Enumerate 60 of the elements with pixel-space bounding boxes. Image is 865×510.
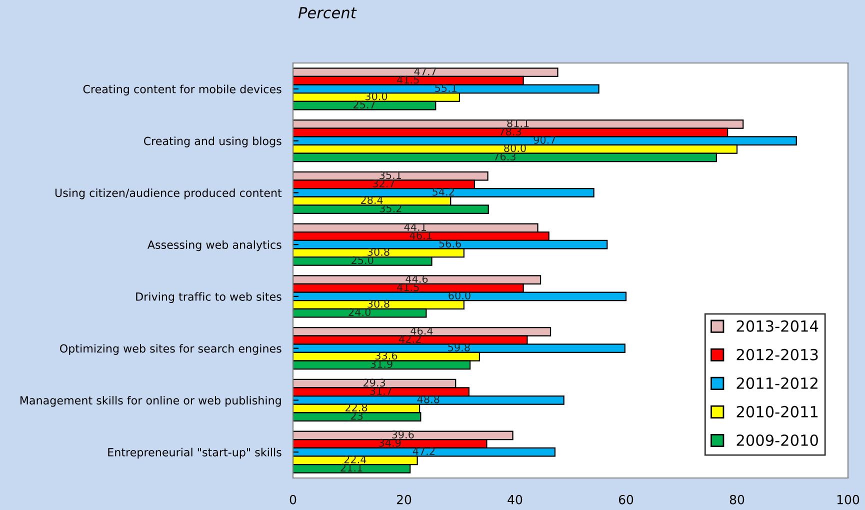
y-tick-label: Management skills for online or web publishing bbox=[20, 396, 281, 407]
data-label: 31.7 bbox=[370, 387, 392, 395]
data-label: 34.9 bbox=[379, 438, 401, 447]
data-label: 60.0 bbox=[448, 292, 470, 300]
data-label: 47.2 bbox=[412, 447, 435, 455]
data-label: 81.1 bbox=[507, 119, 529, 128]
data-label: 35.1 bbox=[380, 171, 402, 180]
y-tick-label: Creating content for mobile devices bbox=[83, 84, 282, 96]
data-label: 54.2 bbox=[432, 188, 454, 196]
data-label: 44.6 bbox=[406, 274, 428, 283]
data-label: 48.8 bbox=[417, 395, 440, 404]
data-label: 32.7 bbox=[372, 180, 394, 188]
data-label: 30.0 bbox=[365, 92, 388, 100]
data-label: 25.7 bbox=[353, 100, 376, 109]
data-label: 39.6 bbox=[392, 430, 414, 438]
data-label: 22.4 bbox=[344, 456, 366, 464]
data-label: 22.8 bbox=[345, 404, 368, 412]
data-label: 46.4 bbox=[410, 326, 433, 335]
x-tick-label: 80 bbox=[730, 494, 744, 504]
data-label: 23 bbox=[350, 412, 363, 420]
data-label: 25.0 bbox=[352, 256, 374, 264]
data-label: 76.3 bbox=[494, 152, 516, 160]
y-tick-label: Assessing web analytics bbox=[148, 240, 282, 252]
data-label: 35.2 bbox=[380, 204, 402, 212]
y-tick-label: Using citizen/audience produced content bbox=[55, 188, 282, 200]
data-label: 56.6 bbox=[439, 240, 462, 248]
data-label: 55.1 bbox=[435, 84, 457, 92]
legend-label: 2009-2010 bbox=[736, 434, 818, 446]
x-tick-label: 60 bbox=[618, 494, 634, 504]
data-label: 44.1 bbox=[404, 223, 426, 231]
legend-label: 2013-2014 bbox=[736, 320, 818, 332]
x-tick-label: 100 bbox=[837, 494, 860, 504]
data-label: 24.0 bbox=[348, 308, 371, 316]
x-axis-title: Percent bbox=[298, 7, 357, 18]
data-label: 90.7 bbox=[534, 136, 556, 144]
y-tick-label: Entrepreneurial "start-up" skills bbox=[108, 448, 282, 459]
y-tick-label: Driving traffic to web sites bbox=[136, 292, 282, 303]
y-tick-label: Creating and using blogs bbox=[144, 136, 282, 148]
data-label: 41.5 bbox=[397, 76, 419, 84]
legend-label: 2011-2012 bbox=[736, 377, 818, 389]
x-tick-label: 40 bbox=[508, 494, 522, 504]
y-tick-label: Optimizing web sites for search engines bbox=[60, 344, 282, 355]
x-tick-label: 0 bbox=[290, 494, 296, 504]
data-label: 31.9 bbox=[370, 360, 392, 368]
data-label: 21.1 bbox=[340, 464, 362, 472]
legend-label: 2010-2011 bbox=[736, 406, 818, 418]
data-label: 80.0 bbox=[504, 144, 526, 152]
data-label: 33.6 bbox=[375, 352, 398, 360]
data-label: 47.7 bbox=[414, 68, 436, 76]
legend-label: 2012-2013 bbox=[736, 348, 818, 360]
data-label: 41.5 bbox=[397, 283, 419, 292]
data-label: 78.3 bbox=[500, 128, 522, 136]
data-label: 28.4 bbox=[360, 196, 383, 204]
data-label: 30.8 bbox=[368, 300, 390, 308]
data-label: 59.8 bbox=[448, 343, 470, 352]
data-label: 30.8 bbox=[368, 248, 390, 256]
data-label: 29.3 bbox=[363, 378, 386, 387]
data-label: 46.1 bbox=[410, 231, 432, 240]
data-label: 42.2 bbox=[399, 335, 421, 343]
x-tick-label: 20 bbox=[396, 494, 412, 504]
